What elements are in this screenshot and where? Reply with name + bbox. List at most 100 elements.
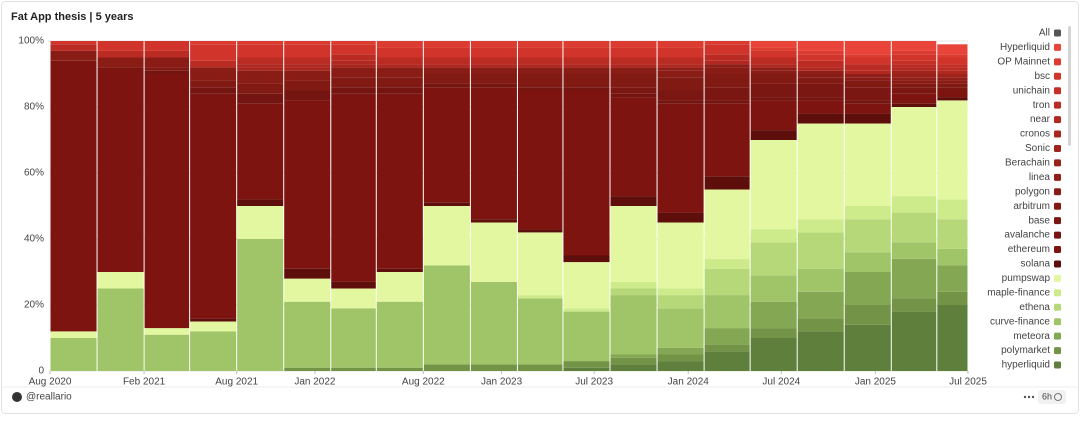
bar-segment xyxy=(891,212,937,243)
bar-segment xyxy=(891,93,937,104)
bar-segment xyxy=(937,248,968,266)
bar-segment xyxy=(376,272,423,302)
bar-segment xyxy=(97,41,144,51)
bar-segment xyxy=(937,219,968,249)
bar-segment xyxy=(237,70,284,84)
bar-segment xyxy=(704,54,750,61)
author[interactable]: @reallario xyxy=(26,392,72,403)
bar-segment xyxy=(376,367,423,371)
bar-segment xyxy=(284,41,331,45)
legend-label[interactable]: base xyxy=(1028,215,1050,226)
bar-segment xyxy=(937,74,968,78)
bar-segment xyxy=(610,97,657,197)
legend-toggle[interactable]: All xyxy=(1039,28,1050,39)
bar-segment xyxy=(844,113,891,124)
legend-label[interactable]: avalanche xyxy=(1004,230,1050,241)
legend-label[interactable]: OP Mainnet xyxy=(997,57,1050,68)
bar-segment xyxy=(704,328,750,345)
bars xyxy=(50,41,968,371)
legend-swatch xyxy=(1054,29,1061,37)
legend-swatch xyxy=(1054,87,1061,95)
chart-title: Fat App thesis | 5 years xyxy=(11,11,134,23)
x-tick-label: Aug 2020 xyxy=(29,377,72,388)
bar-segment xyxy=(284,100,331,269)
legend-label[interactable]: hyperliquid xyxy=(1002,360,1050,371)
bar-segment xyxy=(563,311,610,362)
legend-label[interactable]: ethereum xyxy=(1008,244,1050,255)
legend-label[interactable]: cronos xyxy=(1020,129,1050,140)
bar-segment xyxy=(376,41,423,48)
x-tick-label: Jan 2023 xyxy=(481,377,523,388)
legend-label[interactable]: pumpswap xyxy=(1002,273,1051,284)
bar-segment xyxy=(284,90,331,101)
bar-segment xyxy=(891,311,937,371)
legend-label[interactable]: near xyxy=(1030,114,1051,125)
bar-segment xyxy=(470,41,517,48)
bar-segment xyxy=(891,83,937,88)
bar-segment xyxy=(376,301,423,368)
bar-segment xyxy=(517,41,563,48)
bar-segment xyxy=(563,308,610,312)
legend-label[interactable]: Hyperliquid xyxy=(1000,42,1050,53)
bar-segment xyxy=(657,100,704,104)
bar-segment xyxy=(470,74,517,84)
bar-segment xyxy=(750,64,797,68)
bar-segment xyxy=(331,67,376,78)
bar-segment xyxy=(891,242,937,259)
bar-segment xyxy=(797,74,844,78)
bar-segment xyxy=(331,64,376,68)
bar-segment xyxy=(97,57,144,68)
bar-segment xyxy=(423,364,470,371)
legend-label[interactable]: Berachain xyxy=(1005,158,1050,169)
bar-segment xyxy=(517,90,563,230)
bar-segment xyxy=(937,67,968,71)
bar-segment xyxy=(937,97,968,101)
legend-swatch xyxy=(1054,303,1061,311)
legend-label[interactable]: unichain xyxy=(1013,85,1050,96)
legend-label[interactable]: curve-finance xyxy=(990,316,1050,327)
bar-segment xyxy=(750,41,797,48)
bar-segment xyxy=(891,103,937,107)
bar-segment xyxy=(937,90,968,98)
bar-segment xyxy=(563,47,610,58)
legend-label[interactable]: solana xyxy=(1021,259,1051,270)
bar-segment xyxy=(750,50,797,58)
bar-segment xyxy=(144,74,190,329)
bar-segment xyxy=(657,47,704,58)
legend-label[interactable]: polymarket xyxy=(1001,345,1050,356)
bar-segment xyxy=(704,176,750,190)
legend-label[interactable]: meteora xyxy=(1013,331,1050,342)
legend-label[interactable]: tron xyxy=(1033,100,1050,111)
bar-segment xyxy=(844,57,891,65)
bar-segment xyxy=(144,67,190,71)
bar-segment xyxy=(891,298,937,312)
legend-swatch xyxy=(1054,58,1061,66)
bar-segment xyxy=(97,50,144,58)
y-tick-label: 40% xyxy=(24,234,44,245)
bar-segment xyxy=(563,57,610,65)
bar-segment xyxy=(470,281,517,365)
bar-segment xyxy=(937,64,968,68)
bar-segment xyxy=(937,80,968,84)
more-menu[interactable] xyxy=(1023,395,1035,399)
legend-label[interactable]: arbitrum xyxy=(1013,201,1050,212)
legend-label[interactable]: linea xyxy=(1029,172,1051,183)
bar-segment xyxy=(563,361,610,368)
bar-segment xyxy=(844,252,891,272)
legend-label[interactable]: Sonic xyxy=(1025,143,1050,154)
legend-label[interactable]: polygon xyxy=(1015,186,1050,197)
bar-segment xyxy=(704,103,750,177)
legend-label[interactable]: ethena xyxy=(1019,302,1050,313)
bar-segment xyxy=(470,364,517,371)
legend-label[interactable]: bsc xyxy=(1034,71,1050,82)
bar-segment xyxy=(237,239,284,371)
bar-segment xyxy=(937,291,968,305)
bar-segment xyxy=(376,87,423,94)
bar-segment xyxy=(144,70,190,74)
legend-label[interactable]: maple-finance xyxy=(987,287,1050,298)
bar-segment xyxy=(331,308,376,368)
bar-segment xyxy=(610,281,657,289)
bar-segment xyxy=(423,87,470,203)
bar-segment xyxy=(470,67,517,74)
bar-segment xyxy=(284,44,331,58)
